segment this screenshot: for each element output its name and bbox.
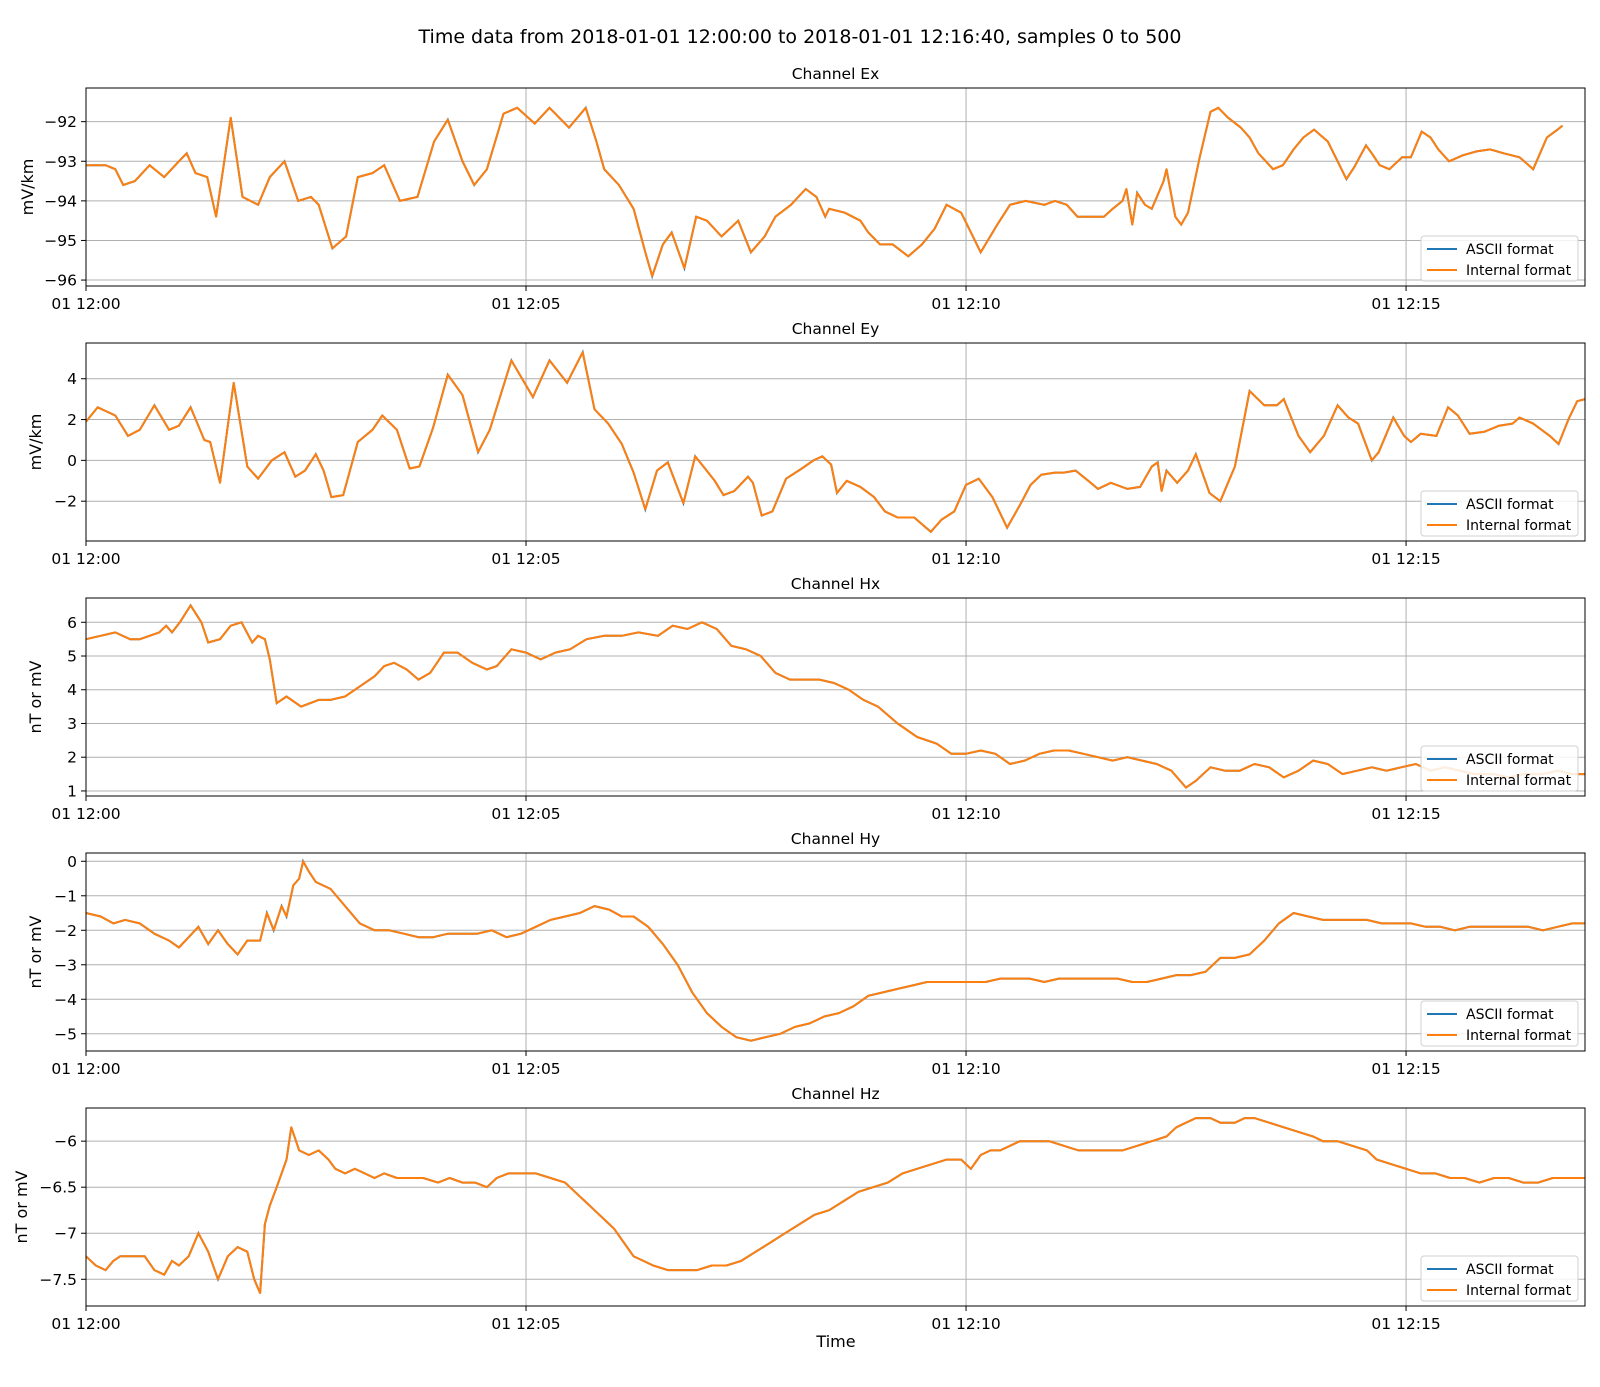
y-tick-label: 0 (67, 452, 77, 470)
y-axis-label: mV/km (18, 159, 37, 216)
subplot-panels: Channel Ex −92 −93 −94 −95 −96 01 12:00 01 12:0… (12, 65, 1586, 1333)
y-tick-label: −1 (54, 887, 77, 905)
y-tick-label: 0 (67, 853, 77, 871)
x-tick-label: 01 12:05 (491, 1060, 560, 1078)
legend-label: ASCII format (1466, 1007, 1554, 1023)
y-tick-label: −3 (54, 956, 77, 974)
legend: ASCII format Internal format (1420, 745, 1579, 792)
x-tick-label: 01 12:05 (491, 805, 560, 823)
axes-frame (85, 1107, 1586, 1307)
figure-suptitle: Time data from 2018-01-01 12:00:00 to 20… (418, 26, 1182, 48)
y-tick-label: 2 (67, 749, 77, 767)
legend: ASCII format Internal format (1420, 490, 1579, 537)
x-tick-label: 01 12:10 (931, 1315, 1000, 1333)
y-tick-label: −95 (44, 232, 77, 250)
x-tick-label: 01 12:00 (51, 1060, 120, 1078)
x-tick-label: 01 12:15 (1371, 1060, 1440, 1078)
axes-frame (85, 342, 1586, 542)
legend-label: ASCII format (1466, 242, 1554, 258)
legend-box (1420, 235, 1579, 282)
x-tick-label: 01 12:00 (51, 805, 120, 823)
y-tick-label: −4 (54, 991, 77, 1009)
x-tick-label: 01 12:15 (1371, 805, 1440, 823)
x-tick-label: 01 12:10 (931, 805, 1000, 823)
y-tick-label: 4 (67, 370, 77, 388)
legend-label: ASCII format (1466, 1262, 1554, 1278)
series-line-ascii (85, 603, 1585, 789)
y-tick-label: −2 (54, 922, 77, 940)
y-axis-label: nT or mV (26, 915, 45, 988)
series-line-internal (85, 860, 1585, 1042)
legend-box (1420, 745, 1579, 792)
legend-label: Internal format (1466, 518, 1572, 534)
y-tick-label: −5 (54, 1025, 77, 1043)
y-tick-label: −7 (54, 1225, 77, 1243)
series-line-ascii (86, 105, 1564, 280)
subplot-title: Channel Ey (792, 320, 880, 338)
y-tick-label: −7.5 (39, 1271, 77, 1289)
x-tick-label: 01 12:10 (931, 550, 1000, 568)
x-axis-label: Time (815, 1332, 855, 1351)
y-tick-label: 2 (67, 411, 77, 429)
x-tick-label: 01 12:15 (1371, 1315, 1440, 1333)
legend-box (1420, 490, 1579, 537)
subplot-title: Channel Hx (791, 575, 880, 593)
legend-label: Internal format (1466, 1028, 1572, 1044)
x-tick-label: 01 12:00 (51, 1315, 120, 1333)
x-tick-label: 01 12:15 (1371, 550, 1440, 568)
legend-label: Internal format (1466, 773, 1572, 789)
subplot-channel-hx: Channel Hx 6 5 4 3 2 1 01 12:00 01 12:05 01 12:10… (26, 575, 1586, 823)
y-tick-label: 5 (67, 648, 77, 666)
subplot-title: Channel Hy (791, 830, 880, 848)
y-tick-label: 3 (67, 715, 77, 733)
y-tick-label: 1 (67, 782, 77, 800)
legend-box (1420, 1255, 1579, 1302)
y-axis-label: mV/km (26, 414, 45, 471)
x-tick-label: 01 12:10 (931, 1060, 1000, 1078)
y-tick-label: −6.5 (39, 1179, 77, 1197)
series-line-internal (86, 106, 1564, 278)
x-tick-label: 01 12:05 (491, 295, 560, 313)
y-tick-label: −93 (44, 153, 77, 171)
y-tick-label: 4 (67, 681, 77, 699)
legend: ASCII format Internal format (1420, 1000, 1579, 1047)
x-tick-label: 01 12:00 (51, 550, 120, 568)
legend-label: ASCII format (1466, 497, 1554, 513)
legend: ASCII format Internal format (1420, 235, 1579, 282)
subplot-channel-hy: Channel Hy 0 −1 −2 −3 −4 −5 01 12:00 01 12:05 01 … (26, 830, 1586, 1078)
x-tick-label: 01 12:00 (51, 295, 120, 313)
subplot-channel-hz: Channel Hz −6 −6.5 −7 −7.5 01 12:00 01 12:05 01… (12, 1085, 1586, 1333)
x-tick-label: 01 12:05 (491, 550, 560, 568)
legend: ASCII format Internal format (1420, 1255, 1579, 1302)
y-tick-label: 6 (67, 614, 77, 632)
x-tick-label: 01 12:15 (1371, 295, 1440, 313)
y-axis-label: nT or mV (26, 660, 45, 733)
y-tick-label: −92 (44, 113, 77, 131)
legend-box (1420, 1000, 1579, 1047)
legend-label: ASCII format (1466, 752, 1554, 768)
series-line-internal (85, 604, 1585, 789)
x-tick-label: 01 12:05 (491, 1315, 560, 1333)
subplot-title: Channel Hz (791, 1085, 879, 1103)
legend-label: Internal format (1466, 1283, 1572, 1299)
y-tick-label: −94 (44, 192, 77, 210)
y-tick-label: −2 (54, 493, 77, 511)
series-line-internal (85, 351, 1586, 533)
axes-frame (85, 87, 1586, 287)
y-axis-label: nT or mV (12, 1170, 31, 1243)
series-line-internal (85, 1117, 1585, 1295)
axes-frame (85, 852, 1586, 1052)
y-tick-label: −6 (54, 1133, 77, 1151)
axes-frame (85, 597, 1586, 797)
subplot-channel-ex: Channel Ex −92 −93 −94 −95 −96 01 12:00 01 12:0… (18, 65, 1586, 313)
subplot-channel-ey: Channel Ey 4 2 0 −2 01 12:00 01 12:05 01 12:10 0… (26, 320, 1586, 568)
legend-label: Internal format (1466, 263, 1572, 279)
x-tick-label: 01 12:10 (931, 295, 1000, 313)
subplot-title: Channel Ex (792, 65, 880, 83)
y-tick-label: −96 (44, 272, 77, 290)
